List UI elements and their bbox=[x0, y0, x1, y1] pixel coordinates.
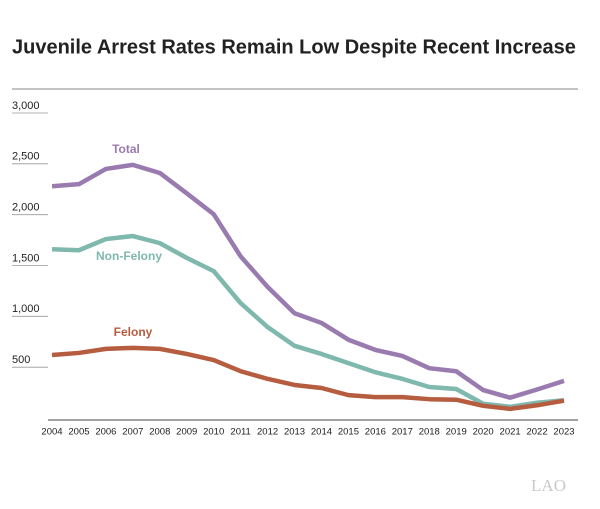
x-tick-label: 2018 bbox=[419, 427, 440, 438]
footer-logo: LAO bbox=[531, 476, 566, 495]
series-line bbox=[51, 233, 565, 410]
y-tick-label: 500 bbox=[12, 354, 30, 366]
x-tick-label: 2017 bbox=[392, 427, 413, 438]
y-tick-label: 1,500 bbox=[12, 252, 40, 264]
x-tick-label: 2012 bbox=[257, 427, 278, 438]
y-tick-label: 2,000 bbox=[12, 202, 40, 214]
chart-title: Juvenile Arrest Rates Remain Low Despite… bbox=[12, 36, 576, 58]
x-tick-label: 2019 bbox=[446, 427, 467, 438]
y-tick-label: 1,000 bbox=[12, 303, 40, 315]
series-label: Felony bbox=[114, 325, 153, 339]
x-tick-label: 2010 bbox=[203, 427, 224, 438]
x-tick-label: 2011 bbox=[230, 427, 250, 438]
x-tick-label: 2016 bbox=[365, 427, 386, 438]
x-tick-label: 2023 bbox=[553, 427, 574, 438]
x-tick-label: 2015 bbox=[338, 427, 359, 438]
x-tick-label: 2007 bbox=[122, 427, 143, 438]
x-tick-label: 2022 bbox=[526, 427, 547, 438]
x-tick-label: 2006 bbox=[95, 427, 116, 438]
x-tick-label: 2005 bbox=[68, 427, 89, 438]
series-label: Total bbox=[112, 142, 140, 156]
x-tick-label: 2004 bbox=[41, 427, 62, 438]
x-tick-label: 2020 bbox=[473, 427, 494, 438]
x-tick-label: 2009 bbox=[176, 427, 197, 438]
x-tick-label: 2014 bbox=[311, 427, 332, 438]
x-tick-label: 2021 bbox=[500, 427, 521, 438]
y-tick-label: 2,500 bbox=[12, 151, 40, 163]
series-line bbox=[51, 162, 565, 400]
series-label: Non-Felony bbox=[96, 249, 162, 263]
y-tick-label: 3,000 bbox=[12, 100, 40, 112]
x-tick-label: 2008 bbox=[149, 427, 170, 438]
x-tick-label: 2013 bbox=[284, 427, 305, 438]
series-line bbox=[51, 345, 565, 412]
